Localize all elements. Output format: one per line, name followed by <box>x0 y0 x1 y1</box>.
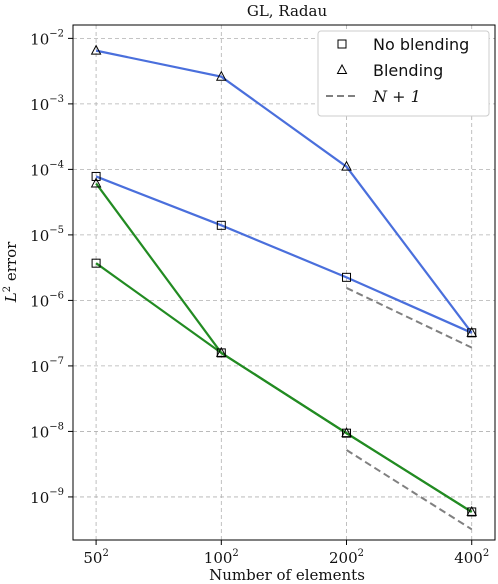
legend-triangle-swatch <box>336 63 348 74</box>
series-line <box>95 262 473 513</box>
triangle-data-point <box>215 70 227 81</box>
plot-frame <box>72 24 496 541</box>
square-data-point <box>216 220 226 230</box>
series-lines <box>95 49 473 531</box>
x-axis-title: Number of elements <box>209 566 365 584</box>
square-data-point <box>467 507 477 517</box>
x-tick-label: 4002 <box>454 548 489 567</box>
triangle-data-point <box>341 160 352 171</box>
series-line <box>95 182 473 513</box>
legend-box <box>317 30 490 117</box>
triangle-data-point <box>90 177 102 188</box>
y-tick-label: 10−3 <box>30 94 64 114</box>
y-axis-title: L2 error <box>2 241 20 303</box>
y-tick-label: 10−9 <box>30 487 64 507</box>
y-tick-label: 10−6 <box>30 290 64 310</box>
chart-title: GL, Radau <box>247 2 328 20</box>
series-markers <box>90 44 478 517</box>
y-tick-label: 10−8 <box>30 421 64 441</box>
x-tick-label: 1002 <box>204 548 239 567</box>
series-line <box>95 175 473 334</box>
square-data-point <box>91 171 101 181</box>
triangle-data-point <box>90 44 102 55</box>
axis-ticks: 502 1002 2002 4002 10−9 10−8 10−7 10−6 10−5 10−4 1… <box>30 28 489 567</box>
square-data-point <box>342 272 352 282</box>
legend-square-swatch <box>337 39 347 49</box>
reference-slope-line <box>345 449 473 531</box>
y-tick-label: 10−4 <box>30 159 64 179</box>
legend: No blending Blending N + 1 <box>317 30 490 117</box>
square-data-point <box>91 258 101 268</box>
legend-label: Blending <box>373 61 443 80</box>
y-tick-label: 10−2 <box>30 28 64 48</box>
y-tick-label: 10−5 <box>30 225 64 245</box>
square-data-point <box>342 428 352 438</box>
y-tick-label: 10−7 <box>30 356 64 376</box>
legend-label: N + 1 <box>372 87 421 106</box>
x-tick-label: 502 <box>83 548 108 567</box>
square-data-point <box>216 348 226 358</box>
x-tick-label: 2002 <box>329 548 364 567</box>
legend-label: No blending <box>373 35 469 54</box>
square-data-point <box>467 328 477 338</box>
reference-slope-line <box>346 287 473 349</box>
series-line <box>95 49 473 334</box>
